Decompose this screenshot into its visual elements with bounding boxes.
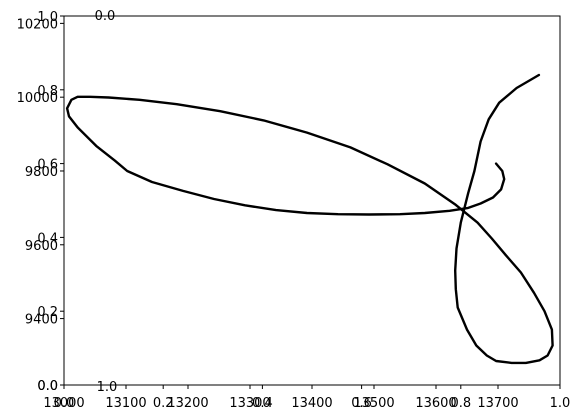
x-tick-label: 13600	[415, 396, 456, 411]
x-tick-label: 13200	[167, 396, 208, 411]
x-tick-label: 13500	[353, 396, 394, 411]
axes-tertiary: 0.01.00.0	[37, 9, 117, 395]
x-tick-label: 0.8	[450, 396, 471, 411]
y-tick-label: 10200	[17, 17, 58, 32]
x-tick-label: 13400	[291, 396, 332, 411]
series-line	[65, 73, 554, 365]
x-tick-label: 1.0	[550, 396, 571, 411]
x-tick-label: 13300	[229, 396, 270, 411]
y-tick-label: 9400	[25, 313, 58, 328]
y-tick-label: 9800	[25, 165, 58, 180]
y-tick-label: 0.8	[37, 84, 58, 99]
plot-frame	[63, 15, 561, 386]
y-tick-label: 10000	[17, 91, 58, 106]
x-tick-label: 0.2	[153, 396, 174, 411]
axes-secondary: 13000 13100 13200 13300 13400 13500 13600 13700…	[17, 17, 554, 411]
x-tick-label: 13700	[477, 396, 518, 411]
x-tick-label: 0.6	[351, 396, 372, 411]
x-tick-label: 13100	[105, 396, 146, 411]
y-tick-label: 9600	[25, 239, 58, 254]
y-tick-label-extra: 0.0	[37, 379, 58, 394]
axes-primary: 0.0 0.2 0.4 0.6 0.8 1.0 0.0 0.2 0.4 0.6 0.8 1.0	[37, 10, 570, 411]
x-tick-label-inner: 1.0	[97, 380, 118, 395]
y-tick-label: 0.0	[37, 379, 58, 394]
x-tick-label: 0.0	[54, 396, 75, 411]
y-tick-label: 0.4	[37, 231, 58, 246]
y-tick-label: 0.2	[37, 305, 58, 320]
y-tick-label: 0.6	[37, 158, 58, 173]
y-tick-label: 1.0	[37, 10, 58, 25]
x-tick-label: 0.4	[252, 396, 273, 411]
x-tick-label: 13000	[43, 396, 84, 411]
